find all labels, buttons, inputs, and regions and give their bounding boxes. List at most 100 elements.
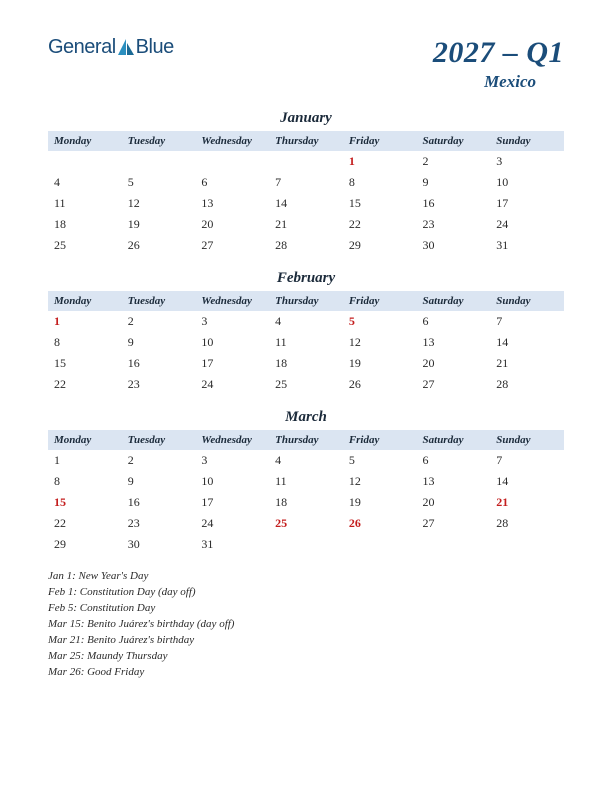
months-container: JanuaryMondayTuesdayWednesdayThursdayFri… xyxy=(48,110,564,555)
weekday-header: Sunday xyxy=(490,291,564,311)
page-title: 2027 – Q1 xyxy=(433,36,564,70)
calendar-row: 22232425262728 xyxy=(48,374,564,395)
calendar-cell: 26 xyxy=(343,513,417,534)
calendar-cell: 25 xyxy=(269,374,343,395)
calendar-row: 15161718192021 xyxy=(48,492,564,513)
calendar-cell: 1 xyxy=(48,450,122,471)
calendar-cell: 18 xyxy=(48,214,122,235)
calendar-cell: 19 xyxy=(343,492,417,513)
calendar-cell: 19 xyxy=(122,214,196,235)
calendar-cell: 26 xyxy=(122,235,196,256)
calendar-cell xyxy=(48,151,122,172)
calendar-cell: 8 xyxy=(48,471,122,492)
calendar-cell: 5 xyxy=(122,172,196,193)
calendar-cell: 15 xyxy=(48,353,122,374)
calendar-cell: 31 xyxy=(195,534,269,555)
calendar-cell: 27 xyxy=(417,513,491,534)
calendar-cell: 19 xyxy=(343,353,417,374)
calendar-cell: 7 xyxy=(490,450,564,471)
calendar-row: 45678910 xyxy=(48,172,564,193)
calendar-cell: 12 xyxy=(343,471,417,492)
calendar-cell: 24 xyxy=(195,513,269,534)
weekday-header: Sunday xyxy=(490,131,564,151)
calendar-cell: 29 xyxy=(48,534,122,555)
calendar-cell: 14 xyxy=(490,332,564,353)
logo: General Blue xyxy=(48,36,174,59)
calendar-row: 891011121314 xyxy=(48,332,564,353)
calendar-cell: 18 xyxy=(269,353,343,374)
weekday-header: Saturday xyxy=(417,291,491,311)
calendar-cell: 3 xyxy=(490,151,564,172)
calendar-cell: 10 xyxy=(195,471,269,492)
calendar-cell: 5 xyxy=(343,311,417,332)
month-name: March xyxy=(48,409,564,426)
holiday-entry: Mar 21: Benito Juárez's birthday xyxy=(48,633,564,649)
calendar-cell: 23 xyxy=(417,214,491,235)
calendar-cell: 23 xyxy=(122,513,196,534)
calendar-cell xyxy=(490,534,564,555)
calendar-cell: 1 xyxy=(343,151,417,172)
calendar-row: 15161718192021 xyxy=(48,353,564,374)
calendar-row: 293031 xyxy=(48,534,564,555)
calendar-cell: 21 xyxy=(490,353,564,374)
calendar-cell: 30 xyxy=(417,235,491,256)
calendar-cell: 28 xyxy=(490,513,564,534)
weekday-header: Wednesday xyxy=(195,131,269,151)
calendar-cell: 17 xyxy=(195,492,269,513)
calendar-cell: 25 xyxy=(269,513,343,534)
holidays-list: Jan 1: New Year's DayFeb 1: Constitution… xyxy=(48,569,564,681)
logo-text-general: General xyxy=(48,36,116,59)
weekday-header: Wednesday xyxy=(195,291,269,311)
calendar-row: 1234567 xyxy=(48,311,564,332)
calendar-cell: 3 xyxy=(195,450,269,471)
calendar-cell: 11 xyxy=(269,471,343,492)
calendar-cell: 31 xyxy=(490,235,564,256)
calendar-cell: 25 xyxy=(48,235,122,256)
calendar-cell: 3 xyxy=(195,311,269,332)
calendar-cell: 9 xyxy=(417,172,491,193)
calendar-cell: 22 xyxy=(48,513,122,534)
calendar-cell: 9 xyxy=(122,332,196,353)
calendar-row: 18192021222324 xyxy=(48,214,564,235)
calendar-cell: 12 xyxy=(343,332,417,353)
calendar-cell: 6 xyxy=(417,311,491,332)
calendar-cell: 5 xyxy=(343,450,417,471)
calendar-cell xyxy=(195,151,269,172)
calendar-cell: 17 xyxy=(490,193,564,214)
holiday-entry: Mar 26: Good Friday xyxy=(48,665,564,681)
weekday-header: Tuesday xyxy=(122,430,196,450)
calendar-cell: 4 xyxy=(269,450,343,471)
calendar-cell: 13 xyxy=(417,332,491,353)
holiday-entry: Mar 15: Benito Juárez's birthday (day of… xyxy=(48,617,564,633)
month-block: March MondayTuesdayWednesdayThursdayFrida… xyxy=(48,409,564,555)
weekday-header: Friday xyxy=(343,430,417,450)
weekday-header: Thursday xyxy=(269,131,343,151)
calendar-cell: 20 xyxy=(417,492,491,513)
calendar-cell: 27 xyxy=(417,374,491,395)
weekday-header: Tuesday xyxy=(122,131,196,151)
holiday-entry: Mar 25: Maundy Thursday xyxy=(48,649,564,665)
calendar-cell: 11 xyxy=(48,193,122,214)
calendar-row: 22232425262728 xyxy=(48,513,564,534)
calendar-cell: 22 xyxy=(343,214,417,235)
calendar-cell: 21 xyxy=(269,214,343,235)
weekday-header: Thursday xyxy=(269,430,343,450)
title-block: 2027 – Q1 Mexico xyxy=(433,36,564,92)
calendar-cell: 24 xyxy=(490,214,564,235)
calendar-cell: 17 xyxy=(195,353,269,374)
calendar-cell: 22 xyxy=(48,374,122,395)
weekday-header: Saturday xyxy=(417,131,491,151)
month-block: FebruaryMondayTuesdayWednesdayThursdayFr… xyxy=(48,270,564,395)
calendar-cell: 29 xyxy=(343,235,417,256)
calendar-cell: 12 xyxy=(122,193,196,214)
weekday-header: Monday xyxy=(48,291,122,311)
calendar-cell: 11 xyxy=(269,332,343,353)
calendar-row: 25262728293031 xyxy=(48,235,564,256)
logo-text-blue: Blue xyxy=(136,36,174,59)
calendar-table: MondayTuesdayWednesdayThursdayFridaySatu… xyxy=(48,291,564,395)
holiday-entry: Feb 5: Constitution Day xyxy=(48,601,564,617)
calendar-row: 1234567 xyxy=(48,450,564,471)
calendar-cell: 6 xyxy=(195,172,269,193)
calendar-cell xyxy=(269,534,343,555)
calendar-table: MondayTuesdayWednesdayThursdayFridaySatu… xyxy=(48,430,564,555)
